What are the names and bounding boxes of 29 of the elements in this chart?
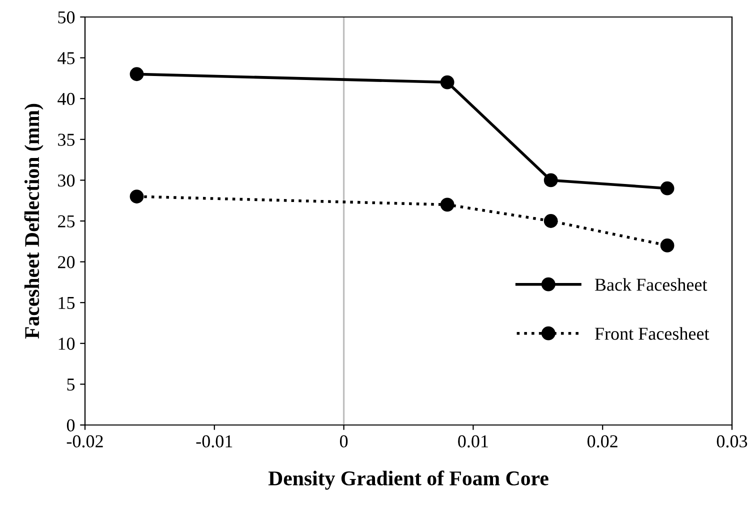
point xyxy=(544,214,558,228)
point xyxy=(440,198,454,212)
x-tick-label: -0.01 xyxy=(196,435,232,448)
y-tick-label: 45 xyxy=(58,52,75,64)
y-tick-label: 0 xyxy=(66,419,75,432)
y-tick-label: 15 xyxy=(58,296,75,310)
y-tick-label: 10 xyxy=(58,338,75,350)
x-tick-label: -0.02 xyxy=(66,435,103,448)
point xyxy=(660,238,674,252)
point xyxy=(440,75,454,90)
legend-label: Back Facesheet xyxy=(594,278,708,291)
y-tick-label: 20 xyxy=(58,256,75,268)
x-tick-label: 0.01 xyxy=(458,435,488,448)
y-tick-label: 25 xyxy=(58,215,75,228)
point xyxy=(544,173,558,188)
x-tick-label: 0 xyxy=(340,435,348,448)
y-axis-title: Facesheet Deflection (mm) xyxy=(24,104,44,339)
point xyxy=(130,190,144,204)
y-tick-label: 35 xyxy=(58,134,75,146)
x-axis-title: Density Gradient of Foam Core xyxy=(268,470,548,490)
y-tick-label: 40 xyxy=(58,92,75,106)
x-tick-label: 0.03 xyxy=(716,435,748,448)
point xyxy=(660,181,674,196)
y-tick-label: 5 xyxy=(67,378,75,391)
x-tick-label: 0.02 xyxy=(587,435,618,448)
legend-label: Front Facesheet xyxy=(594,327,710,340)
y-tick-label: 30 xyxy=(58,174,75,187)
y-tick-label: 50 xyxy=(58,11,75,24)
point xyxy=(130,67,144,82)
